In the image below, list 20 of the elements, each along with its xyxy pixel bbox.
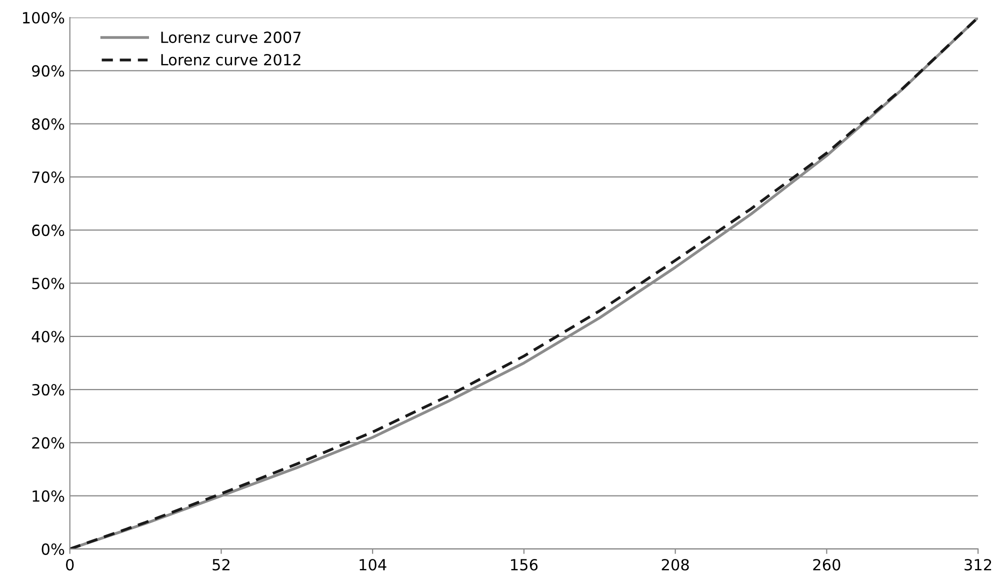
y-tick-label: 50% bbox=[32, 278, 64, 290]
x-tick-label: 0 bbox=[66, 558, 74, 571]
y-tick-label: 70% bbox=[32, 171, 64, 183]
y-tick-label: 20% bbox=[32, 437, 64, 449]
y-tick-label: 90% bbox=[32, 65, 64, 77]
x-tick-label: 312 bbox=[964, 558, 992, 571]
y-tick-label: 30% bbox=[32, 384, 64, 396]
x-tick-label: 260 bbox=[813, 558, 840, 571]
x-tick-label: 208 bbox=[662, 558, 689, 571]
x-tick-label: 156 bbox=[511, 558, 538, 571]
y-tick-label: 10% bbox=[32, 490, 64, 502]
y-tick-label: 80% bbox=[32, 118, 64, 130]
x-tick-label: 104 bbox=[360, 558, 386, 571]
y-tick-label: 40% bbox=[32, 330, 64, 342]
y-tick-label: 100% bbox=[23, 12, 64, 24]
x-tick-label: 52 bbox=[212, 558, 230, 571]
y-tick-label: 60% bbox=[32, 224, 64, 236]
y-tick-label: 0% bbox=[42, 543, 64, 555]
legend-label: Lorenz curve 2007 bbox=[161, 32, 301, 44]
legend-label: Lorenz curve 2012 bbox=[161, 54, 300, 66]
